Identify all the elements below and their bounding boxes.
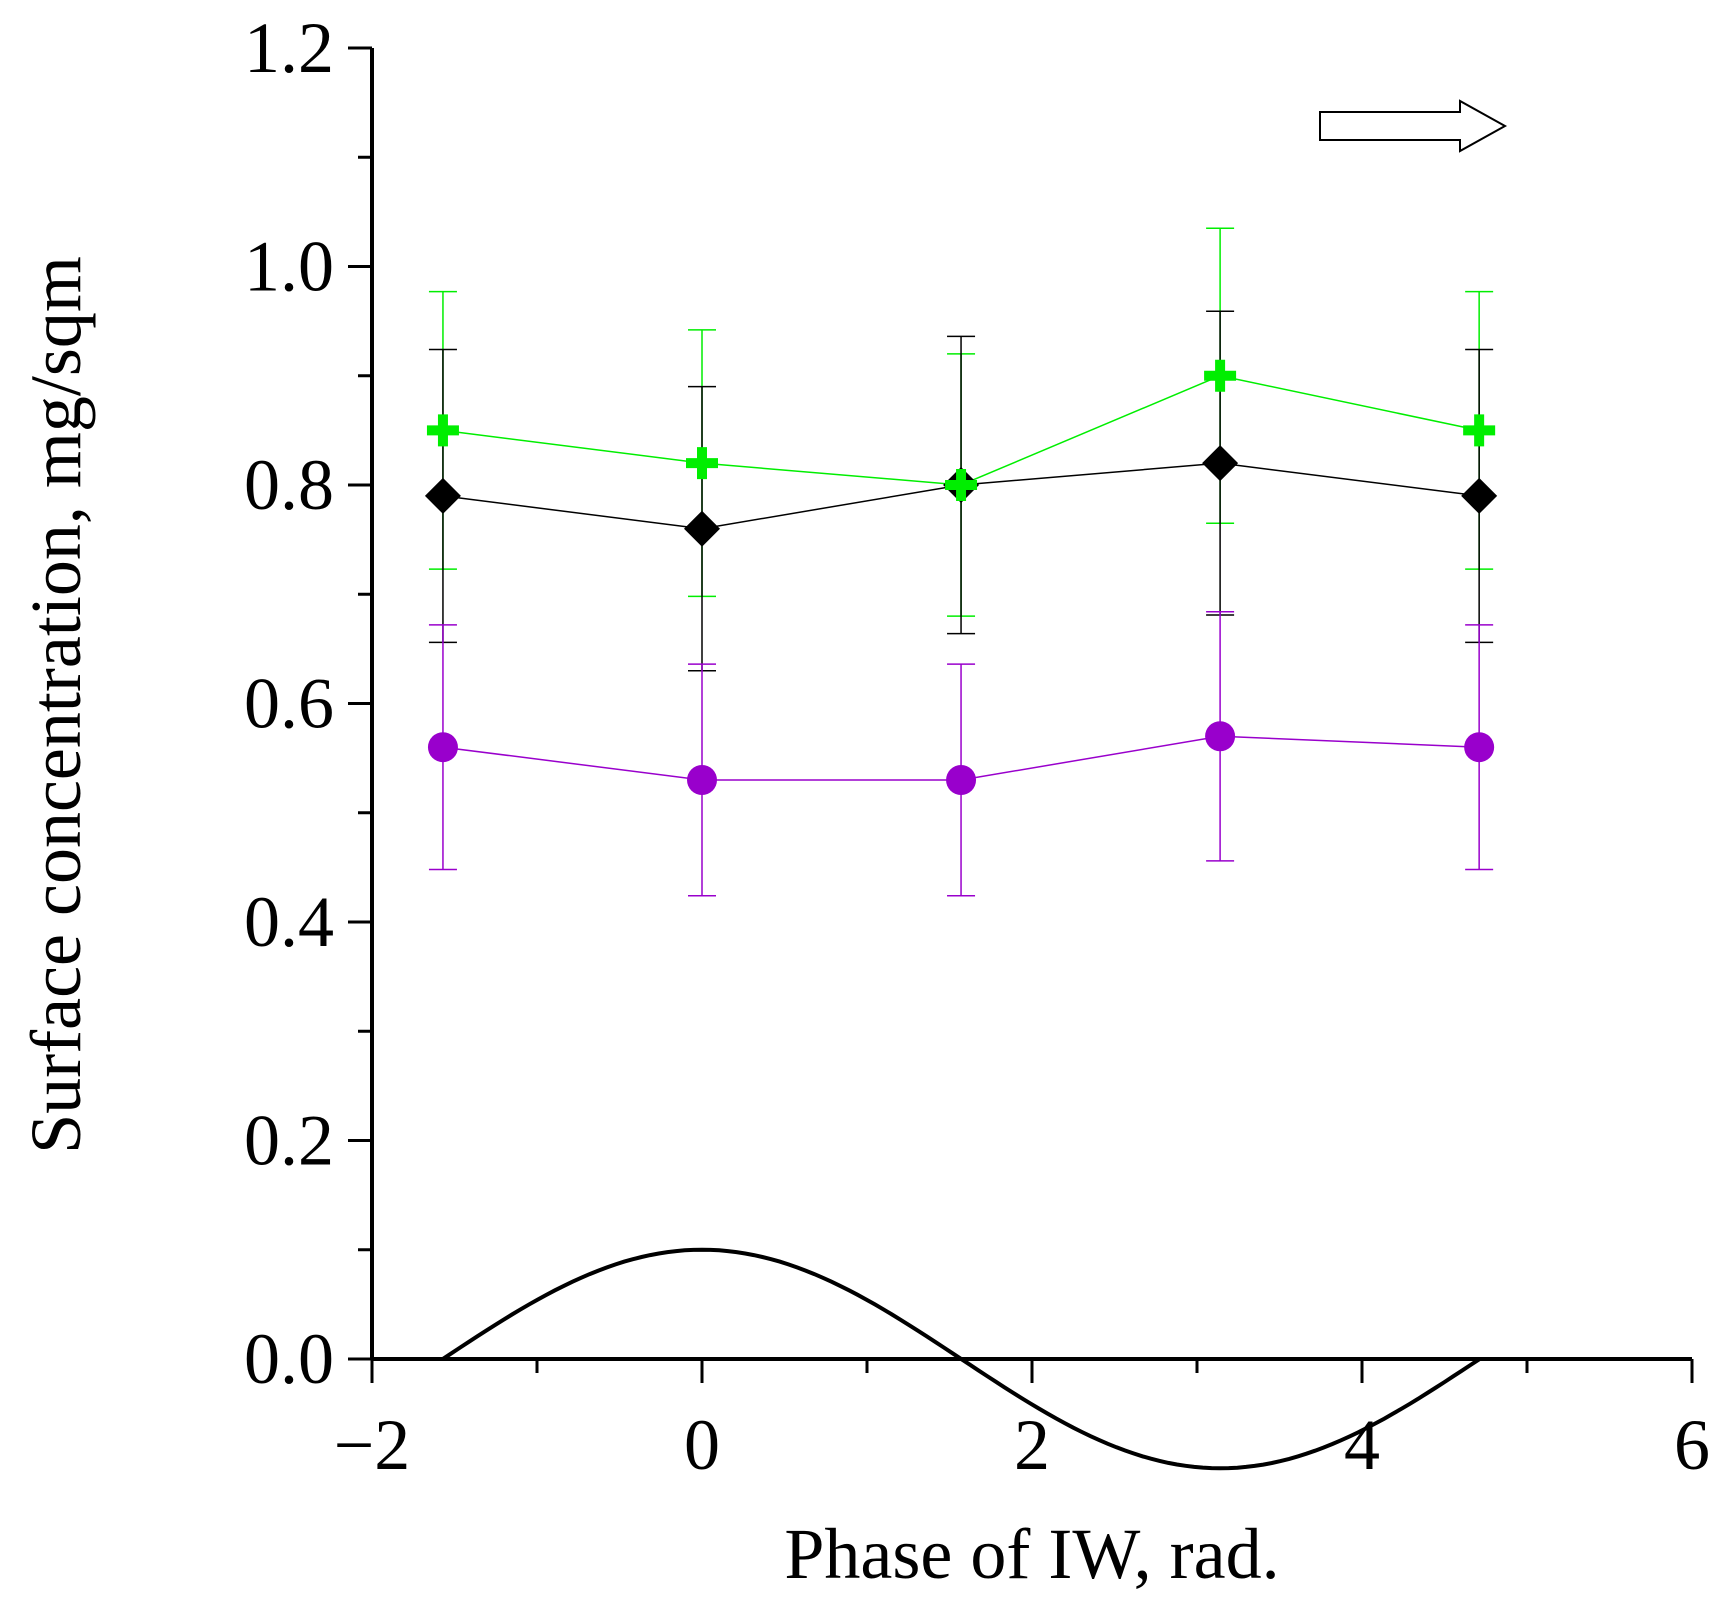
point-purple	[687, 764, 717, 795]
x-tick-label: 4	[1344, 1405, 1380, 1485]
point-black	[1461, 477, 1498, 514]
y-axis-title: Surface concentration, mg/sqm	[16, 256, 96, 1154]
y-tick-label: 0.0	[244, 1319, 334, 1399]
y-tick-label: 1.2	[244, 8, 334, 88]
arrow-right-icon	[1319, 99, 1508, 153]
point-black	[684, 510, 720, 547]
point-green	[686, 447, 718, 480]
point-purple	[427, 732, 458, 763]
point-black	[1202, 445, 1239, 482]
axes	[370, 48, 1692, 1361]
error-bars	[428, 227, 1494, 897]
y-tick-label: 0.4	[244, 882, 334, 962]
x-tick-label: 0	[684, 1405, 720, 1485]
x-tick-label: 2	[1014, 1405, 1050, 1485]
y-tick-label: 0.8	[244, 445, 334, 525]
point-purple	[1205, 721, 1236, 752]
point-black	[424, 477, 461, 514]
point-purple	[946, 764, 977, 795]
y-ticks: 0.0 0.2 0.4 0.6 0.8 1.0 1.2	[244, 8, 372, 1399]
x-axis-title: Phase of IW, rad.	[784, 1514, 1279, 1594]
point-green	[945, 469, 978, 501]
point-purple	[1464, 732, 1495, 763]
y-tick-label: 1.0	[244, 227, 334, 307]
point-green	[1204, 359, 1237, 392]
y-tick-label: 0.2	[244, 1101, 334, 1181]
point-green	[426, 414, 459, 447]
markers	[424, 359, 1498, 795]
y-tick-label: 0.6	[244, 664, 334, 744]
x-ticks: −2 0 2 4 6	[334, 1359, 1710, 1485]
x-tick-label: −2	[334, 1405, 411, 1485]
x-tick-label: 6	[1674, 1405, 1710, 1485]
point-green	[1463, 414, 1496, 447]
